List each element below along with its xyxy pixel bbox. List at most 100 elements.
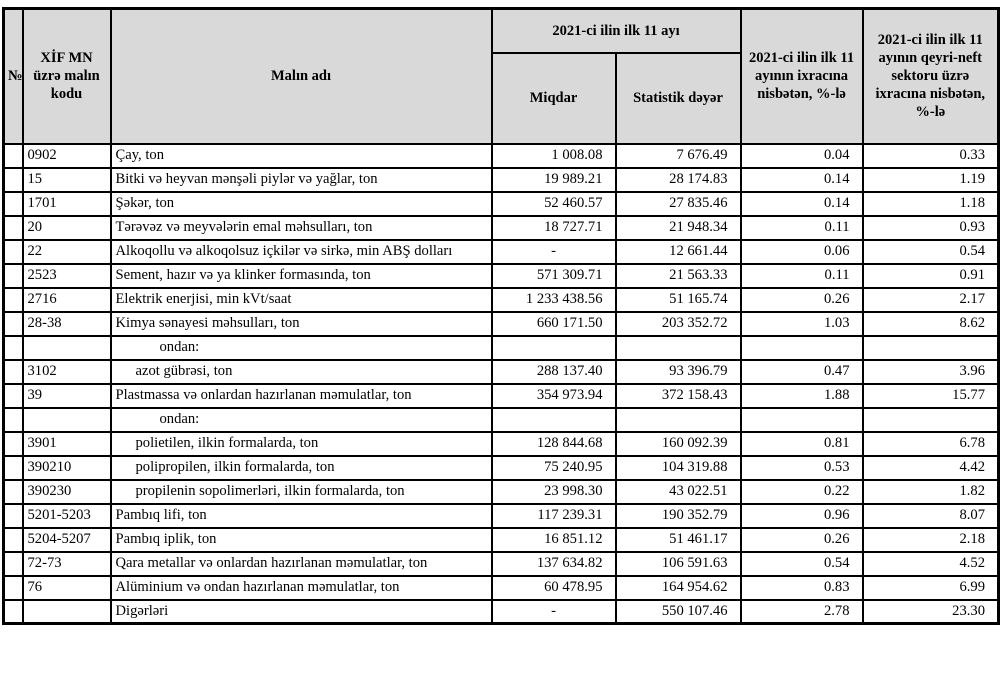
cell-code: 72-73 [21,550,112,577]
cell-name: Qara metallar və onlardan hazırlanan məm… [109,550,493,577]
export-statistics-table-container: № XİF MN üzrə malın kodu Malın adı 2021-… [2,7,1000,625]
header-pct-nonoil-exports: 2021-ci ilin ilk 11 ayının qeyri-neft se… [861,7,1000,145]
header-row-sub: Miqdar Statistik dəyər [4,51,999,145]
cell-name: Bitki və heyvan mənşəli piylər və yağlar… [109,166,493,193]
table-row: 1701 Şəkər, ton 52 460.57 27 835.46 0.14… [2,190,1000,217]
table-row: 39 Plastmassa və onlardan hazırlanan məm… [2,382,1000,409]
cell-stat-value [614,334,742,361]
table-row: ondan: [2,334,1000,361]
cell-pct-total: 0.96 [739,502,864,529]
table-row: 390230 propilenin sopolimerləri, ilkin f… [2,478,1000,505]
cell-pct-total: 0.53 [739,454,864,481]
cell-name: Şəkər, ton [109,190,493,217]
cell-stat-value: 28 174.83 [614,166,742,193]
cell-stat-value: 12 661.44 [614,238,742,265]
table-row: 2716 Elektrik enerjisi, min kVt/saat 1 2… [2,286,1000,313]
table-row: Digərləri - 550 107.46 2.78 23.30 [2,598,1000,625]
cell-code: 3102 [21,358,112,385]
cell-no [2,310,24,337]
cell-stat-value: 104 319.88 [614,454,742,481]
cell-no [2,190,24,217]
cell-quantity: 354 973.94 [490,382,617,409]
cell-code: 76 [21,574,112,601]
cell-pct-total: 0.14 [739,166,864,193]
cell-no [2,598,24,625]
table-body: 0902 Çay, ton 1 008.08 7 676.49 0.04 0.3… [2,142,1000,625]
cell-name: Alüminium və ondan hazırlanan məmulatlar… [109,574,493,601]
cell-name: propilenin sopolimerləri, ilkin formalar… [109,478,493,505]
cell-code [21,406,112,433]
cell-pct-total [739,406,864,433]
cell-pct-nonoil: 23.30 [861,598,1000,625]
table-row: 390210 polipropilen, ilkin formalarda, t… [2,454,1000,481]
cell-no [2,550,24,577]
header-commodity-code: XİF MN üzrə malın kodu [21,7,112,145]
cell-quantity: 288 137.40 [490,358,617,385]
cell-pct-nonoil: 2.17 [861,286,1000,313]
cell-pct-nonoil: 8.62 [861,310,1000,337]
cell-quantity: 571 309.71 [490,262,617,289]
cell-pct-nonoil: 1.18 [861,190,1000,217]
cell-stat-value: 372 158.43 [614,382,742,409]
cell-name: azot gübrəsi, ton [109,358,493,385]
cell-pct-nonoil: 0.33 [861,142,1000,169]
cell-pct-nonoil: 3.96 [861,358,1000,385]
cell-stat-value: 51 461.17 [614,526,742,553]
table-row: 22 Alkoqollu və alkoqolsuz içkilər və si… [2,238,1000,265]
cell-no [2,478,24,505]
cell-no [2,358,24,385]
cell-pct-total: 0.11 [739,214,864,241]
cell-name: Pambıq lifi, ton [109,502,493,529]
cell-pct-total: 0.11 [739,262,864,289]
cell-quantity [490,334,617,361]
cell-name: polipropilen, ilkin formalarda, ton [109,454,493,481]
table-row: 2523 Sement, hazır və ya klinker forması… [2,262,1000,289]
cell-stat-value: 164 954.62 [614,574,742,601]
table-row: 28-38 Kimya sənayesi məhsulları, ton 660… [2,310,1000,337]
cell-quantity: - [490,238,617,265]
cell-name: Sement, hazır və ya klinker formasında, … [109,262,493,289]
cell-pct-total: 1.03 [739,310,864,337]
cell-code: 2716 [21,286,112,313]
cell-pct-total: 0.04 [739,142,864,169]
cell-code: 390210 [21,454,112,481]
cell-quantity: 18 727.71 [490,214,617,241]
cell-quantity: 23 998.30 [490,478,617,505]
cell-stat-value: 21 948.34 [614,214,742,241]
cell-pct-nonoil: 6.78 [861,430,1000,457]
cell-code: 3901 [21,430,112,457]
table-row: 15 Bitki və heyvan mənşəli piylər və yağ… [2,166,1000,193]
cell-stat-value: 190 352.79 [614,502,742,529]
cell-pct-nonoil: 0.93 [861,214,1000,241]
cell-stat-value: 7 676.49 [614,142,742,169]
cell-code [21,334,112,361]
cell-pct-nonoil: 4.42 [861,454,1000,481]
cell-name: Elektrik enerjisi, min kVt/saat [109,286,493,313]
cell-code: 20 [21,214,112,241]
cell-name: Alkoqollu və alkoqolsuz içkilər və sirkə… [109,238,493,265]
cell-code: 2523 [21,262,112,289]
cell-code: 5204-5207 [21,526,112,553]
cell-pct-nonoil: 1.82 [861,478,1000,505]
header-no: № [2,7,24,145]
cell-name: Plastmassa və onlardan hazırlanan məmula… [109,382,493,409]
cell-code: 22 [21,238,112,265]
cell-quantity: 660 171.50 [490,310,617,337]
cell-quantity: 75 240.95 [490,454,617,481]
cell-pct-nonoil: 6.99 [861,574,1000,601]
cell-name: Pambıq iplik, ton [109,526,493,553]
header-period-group: 2021-ci ilin ilk 11 ayı [490,7,742,54]
header-stat-value: Statistik dəyər [614,51,742,145]
cell-quantity: 137 634.82 [490,550,617,577]
cell-pct-total: 0.26 [739,526,864,553]
cell-pct-total: 1.88 [739,382,864,409]
cell-stat-value: 160 092.39 [614,430,742,457]
table-header: № XİF MN üzrə malın kodu Malın adı 2021-… [2,7,1000,145]
cell-name: polietilen, ilkin formalarda, ton [109,430,493,457]
cell-quantity: - [490,598,617,625]
header-commodity-name: Malın adı [109,7,493,145]
cell-pct-total: 0.06 [739,238,864,265]
cell-quantity: 16 851.12 [490,526,617,553]
cell-name: Çay, ton [109,142,493,169]
cell-name: Digərləri [109,598,493,625]
